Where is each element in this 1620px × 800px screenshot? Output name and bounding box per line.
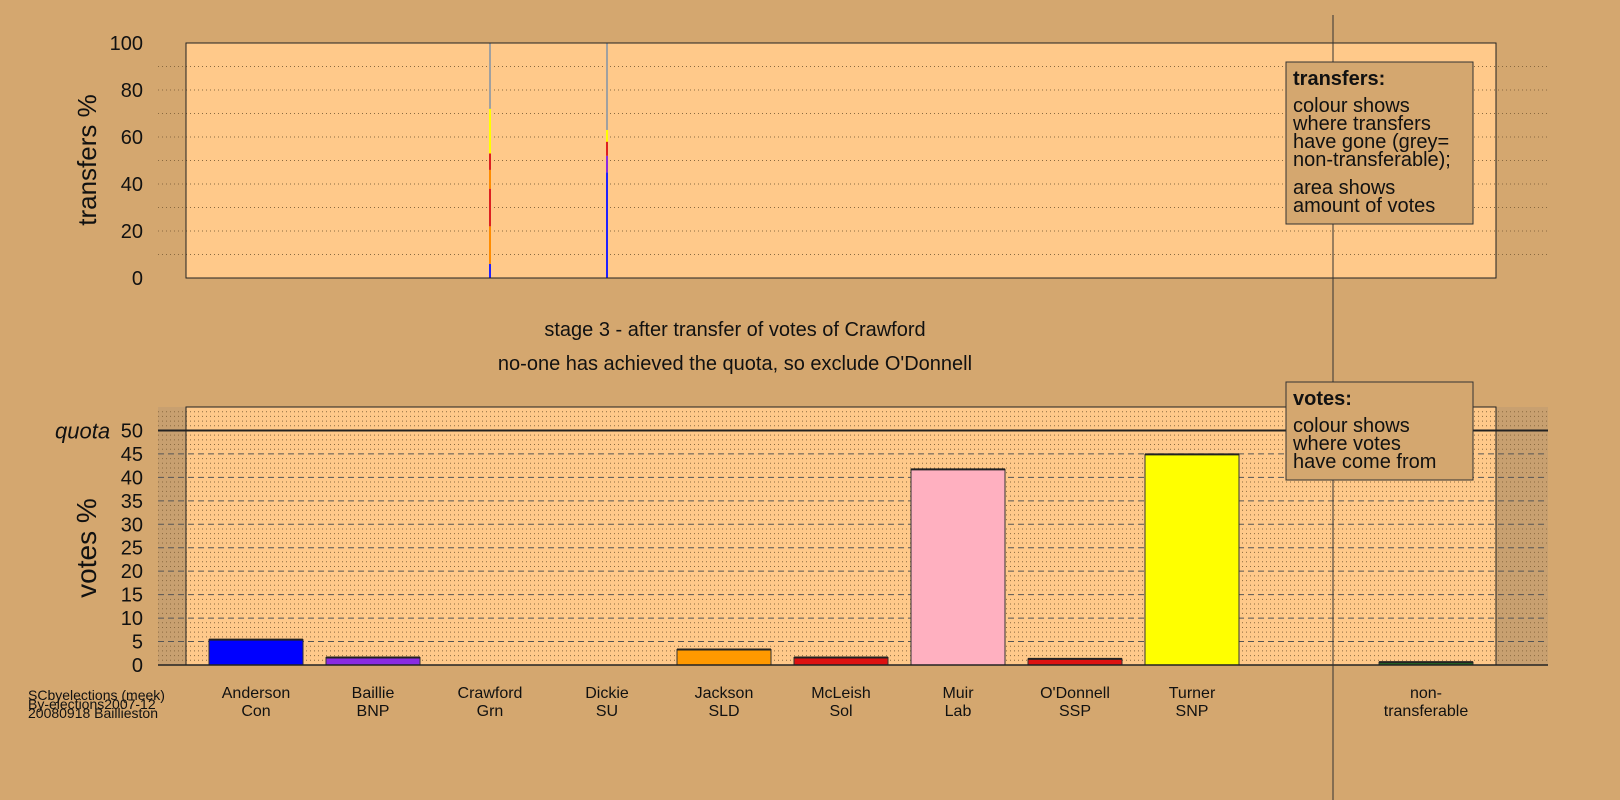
transfers-legend-title: transfers:: [1293, 68, 1385, 90]
votes-y-tick-label: 10: [121, 608, 143, 630]
candidate-label: SLD: [708, 703, 739, 720]
vote-bar: [325, 656, 421, 666]
vote-bar: [910, 468, 1006, 666]
transfers-legend-line: amount of votes: [1293, 195, 1435, 217]
votes-legend-box: [1285, 381, 1474, 481]
vote-bar: [793, 656, 889, 666]
votes-y-axis-label: votes %: [71, 498, 102, 598]
transfers-y-tick-label: 100: [110, 33, 143, 55]
candidate-label: Baillie: [352, 685, 395, 702]
candidate-label: Muir: [942, 685, 974, 702]
votes-gridlines: [158, 411, 1548, 661]
vote-bar: [676, 649, 772, 666]
transfer-segment: [606, 172, 608, 278]
votes-legend-line: colour shows: [1293, 415, 1410, 437]
candidate-label: SSP: [1059, 703, 1091, 720]
votes-y-tick-label: 20: [121, 561, 143, 583]
transfers-legend-line: colour shows: [1293, 95, 1410, 117]
votes-y-tick-label: 0: [132, 655, 143, 677]
candidate-label: Anderson: [222, 685, 291, 702]
votes-y-tick-label: 25: [121, 538, 143, 560]
candidate-label: Lab: [945, 703, 972, 720]
stage-caption: stage 3 - after transfer of votes of Cra…: [544, 319, 925, 341]
candidate-label: Con: [241, 703, 270, 720]
candidate-label: McLeish: [811, 685, 871, 702]
transfers-y-ticks: 0 20 40 60 80 100: [110, 33, 143, 290]
candidate-label: Crawford: [458, 685, 523, 702]
transfers-y-tick-label: 0: [132, 268, 143, 290]
transfer-segment: [489, 169, 491, 189]
candidate-label: SU: [596, 703, 618, 720]
transfer-segment: [489, 263, 491, 278]
transfer-segment: [489, 153, 491, 170]
vote-bar: [208, 639, 304, 666]
transfer-segment: [606, 43, 608, 130]
transfers-legend-line: where transfers: [1292, 113, 1431, 135]
votes-legend-line: where votes: [1292, 433, 1401, 455]
quota-label: quota: [55, 418, 110, 443]
footer-line-1: SCbyelections (meek): [28, 687, 165, 703]
candidate-label: Dickie: [585, 685, 629, 702]
votes-y-tick-label: 50: [121, 420, 143, 442]
transfers-legend: transfers: colour shows where transfers …: [1285, 61, 1474, 225]
transfers-legend-line: non-transferable);: [1293, 149, 1451, 171]
votes-legend-line: have come from: [1293, 451, 1436, 473]
transfers-y-tick-label: 80: [121, 80, 143, 102]
candidate-label: Jackson: [695, 685, 754, 702]
votes-legend-title: votes:: [1293, 388, 1352, 410]
votes-y-tick-label: 5: [132, 632, 143, 654]
footer-line-3: 20080918 Baillieston: [28, 705, 158, 721]
votes-bars: [208, 453, 1474, 666]
votes-y-tick-label: 35: [121, 491, 143, 513]
votes-y-tick-label: 45: [121, 444, 143, 466]
candidate-label: non-: [1410, 685, 1442, 702]
votes-y-tick-label: 15: [121, 585, 143, 607]
candidate-label: O'Donnell: [1040, 685, 1110, 702]
transfer-segment: [489, 188, 491, 227]
candidate-label: Grn: [477, 703, 504, 720]
transfers-legend-line: have gone (grey=: [1293, 131, 1449, 153]
candidate-label: Sol: [829, 703, 852, 720]
candidate-label: Turner: [1169, 685, 1216, 702]
transfer-segment: [489, 43, 491, 109]
transfer-segment: [606, 129, 608, 142]
transfers-y-axis-label: transfers %: [72, 94, 102, 226]
votes-plot-area: [186, 407, 1496, 665]
transfers-y-tick-label: 60: [121, 127, 143, 149]
transfers-plot-area: [186, 43, 1496, 278]
vote-bar: [1144, 453, 1240, 666]
candidate-label: BNP: [357, 703, 390, 720]
candidate-label: SNP: [1176, 703, 1209, 720]
transfer-segment: [489, 226, 491, 264]
transfers-panel: 0 20 40 60 80 100 transfers %: [72, 33, 1548, 290]
candidate-label: transferable: [1384, 703, 1469, 720]
transfers-y-tick-label: 20: [121, 221, 143, 243]
transfer-segment: [606, 155, 608, 173]
transfers-y-tick-label: 40: [121, 174, 143, 196]
transfers-legend-box: [1285, 61, 1474, 225]
transfers-frame: [185, 42, 1497, 279]
transfer-segment: [606, 141, 608, 156]
transfers-bars: [489, 43, 608, 278]
votes-y-tick-label: 30: [121, 514, 143, 536]
footer-line-2: By-elections2007-12: [28, 696, 156, 712]
transfers-legend-line: area shows: [1293, 177, 1395, 199]
votes-legend: votes: colour shows where votes have com…: [1285, 381, 1474, 481]
status-caption: no-one has achieved the quota, so exclud…: [498, 353, 972, 375]
transfer-segment: [489, 108, 491, 154]
votes-y-tick-label: 40: [121, 467, 143, 489]
